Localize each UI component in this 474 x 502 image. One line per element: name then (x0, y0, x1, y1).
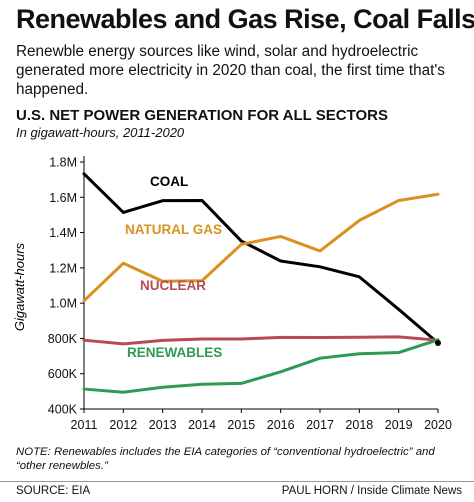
x-tick-label: 2015 (227, 418, 255, 432)
chart-title: U.S. NET POWER GENERATION FOR ALL SECTOR… (16, 107, 388, 124)
chart-series (82, 172, 441, 394)
coal-end-marker (435, 340, 441, 347)
coal-line (82, 172, 440, 345)
x-tick-label: 2012 (109, 418, 137, 432)
renewables-line (82, 338, 440, 394)
author-credit: PAUL HORN / Inside Climate News (281, 485, 462, 497)
x-tick-label: 2019 (385, 418, 413, 432)
footer: SOURCE: EIA PAUL HORN / Inside Climate N… (0, 481, 474, 502)
y-tick-label: 1.6M (49, 191, 77, 205)
x-tick-label: 2017 (306, 418, 334, 432)
x-tick-label: 2013 (149, 418, 177, 432)
y-axis-label: Gigawatt-hours (12, 242, 27, 331)
subheadline: Renewble energy sources like wind, solar… (16, 43, 445, 98)
x-tick-label: 2020 (424, 418, 452, 432)
chart-axes: 400K 600K 800K 1.0M 1.2M 1.4M 1.6M 1.8M 2011 2012… (48, 156, 452, 433)
nuclear-label: NUCLEAR (140, 278, 206, 293)
chart-series-labels: COAL NATURAL GAS NUCLEAR RENEWABLES (125, 174, 222, 360)
x-tick-label: 2011 (71, 418, 98, 432)
y-tick-label: 400K (48, 403, 78, 417)
natural-gas-line (82, 192, 440, 303)
line-chart: 400K 600K 800K 1.0M 1.2M 1.4M 1.6M 1.8M 2011 2012… (12, 156, 452, 433)
natural-gas-label: NATURAL GAS (125, 222, 222, 237)
renewables-label: RENEWABLES (127, 345, 222, 360)
chart-subtitle: In gigawatt-hours, 2011-2020 (16, 125, 185, 140)
x-tick-label: 2018 (345, 418, 373, 432)
y-tick-label: 1.2M (49, 261, 77, 275)
y-tick-label: 800K (48, 332, 78, 346)
source-credit: SOURCE: EIA (16, 485, 91, 497)
nuclear-line (82, 335, 440, 346)
x-tick-label: 2014 (188, 418, 216, 432)
y-tick-label: 1.4M (49, 226, 77, 240)
y-tick-label: 1.0M (49, 297, 77, 311)
coal-label: COAL (150, 174, 188, 189)
y-tick-label: 1.8M (49, 156, 77, 170)
x-tick-label: 2016 (267, 418, 295, 432)
y-tick-label: 600K (48, 367, 78, 381)
headline: Renewables and Gas Rise, Coal Falls (16, 4, 474, 34)
chart-note: NOTE: Renewables includes the EIA catego… (16, 446, 435, 472)
